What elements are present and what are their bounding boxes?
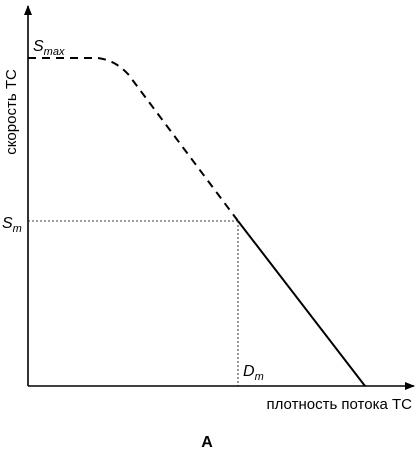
s-m-base: S (2, 215, 13, 232)
s-m-label: Sm (2, 215, 22, 235)
s-max-subscript: max (44, 46, 65, 58)
d-m-subscript: m (255, 371, 264, 383)
solid-speed-line (237, 220, 366, 387)
s-m-subscript: m (13, 223, 22, 235)
d-m-label: Dm (243, 363, 264, 383)
y-axis-label: скорость ТС (3, 69, 20, 155)
s-max-base: S (33, 38, 44, 55)
dashed-speed-curve (28, 57, 239, 222)
figure-caption: A (201, 434, 213, 450)
d-m-base: D (243, 363, 255, 380)
s-max-label: Smax (33, 38, 65, 58)
x-axis-label: плотность потока ТС (267, 396, 413, 413)
